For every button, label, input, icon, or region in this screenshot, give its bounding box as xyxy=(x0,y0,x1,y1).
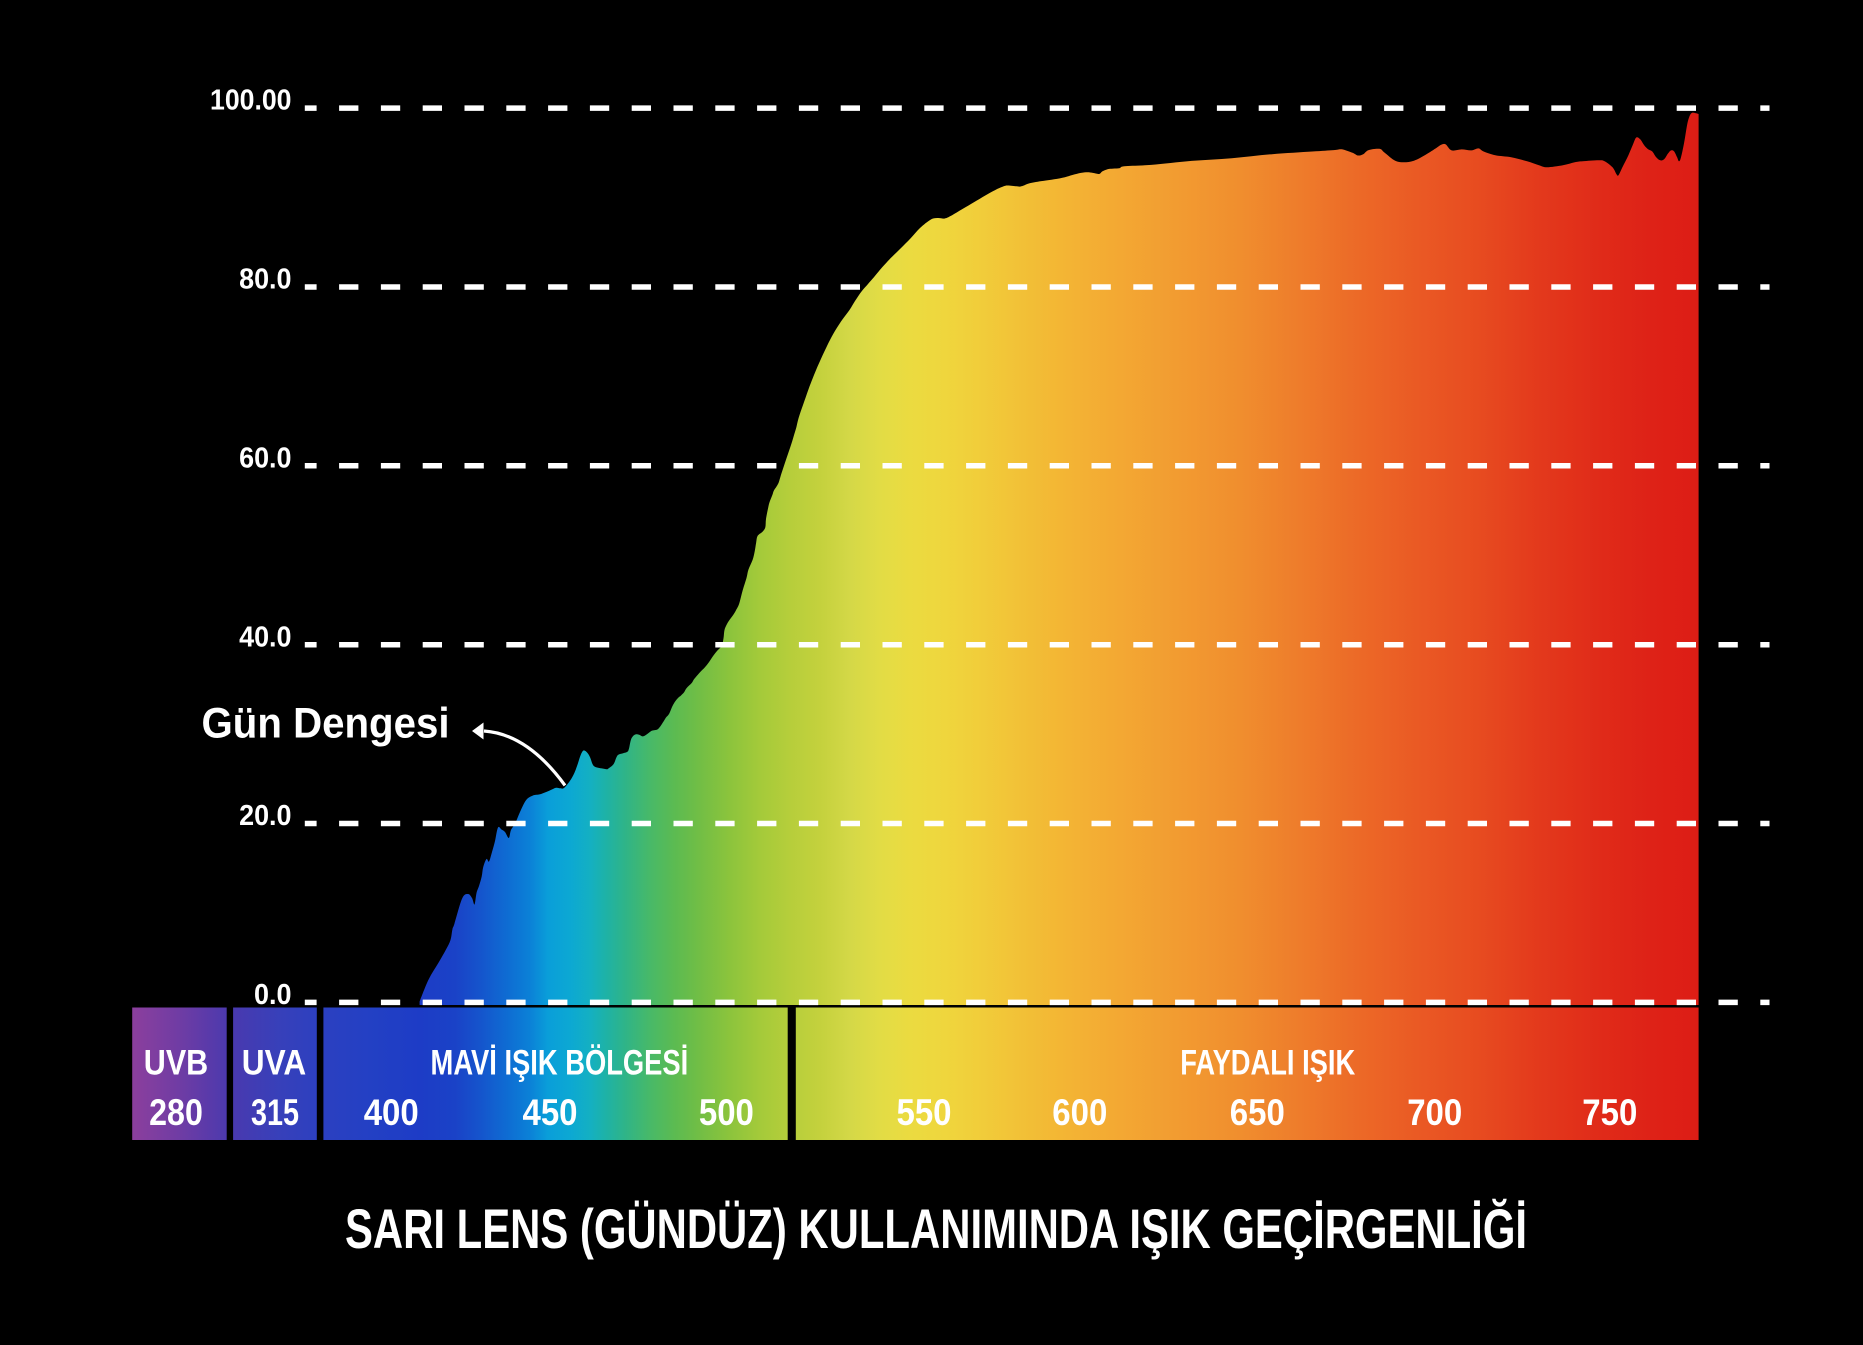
svg-text:0.0: 0.0 xyxy=(254,979,292,1011)
svg-text:450: 450 xyxy=(523,1092,578,1133)
svg-text:UVA: UVA xyxy=(242,1044,306,1083)
svg-text:MAVİ IŞIK BÖLGESİ: MAVİ IŞIK BÖLGESİ xyxy=(431,1044,689,1083)
svg-text:400: 400 xyxy=(364,1092,419,1133)
svg-text:500: 500 xyxy=(699,1092,754,1133)
svg-text:280: 280 xyxy=(149,1092,203,1133)
svg-text:650: 650 xyxy=(1230,1092,1285,1133)
svg-text:SARI LENS (GÜNDÜZ) KULLANIMIND: SARI LENS (GÜNDÜZ) KULLANIMINDA IŞIK GEÇ… xyxy=(345,1197,1527,1260)
svg-text:60.0: 60.0 xyxy=(239,442,291,474)
svg-text:315: 315 xyxy=(251,1092,299,1133)
svg-text:FAYDALI IŞIK: FAYDALI IŞIK xyxy=(1180,1044,1355,1083)
svg-text:40.0: 40.0 xyxy=(239,621,291,653)
svg-text:700: 700 xyxy=(1407,1092,1462,1133)
svg-text:UVB: UVB xyxy=(144,1044,208,1083)
svg-text:600: 600 xyxy=(1052,1092,1107,1133)
svg-text:80.0: 80.0 xyxy=(239,264,291,296)
svg-text:550: 550 xyxy=(897,1092,952,1133)
svg-text:750: 750 xyxy=(1582,1092,1637,1133)
svg-text:100.00: 100.00 xyxy=(210,85,292,117)
svg-text:Gün Dengesi: Gün Dengesi xyxy=(202,700,450,748)
svg-text:20.0: 20.0 xyxy=(239,800,291,832)
